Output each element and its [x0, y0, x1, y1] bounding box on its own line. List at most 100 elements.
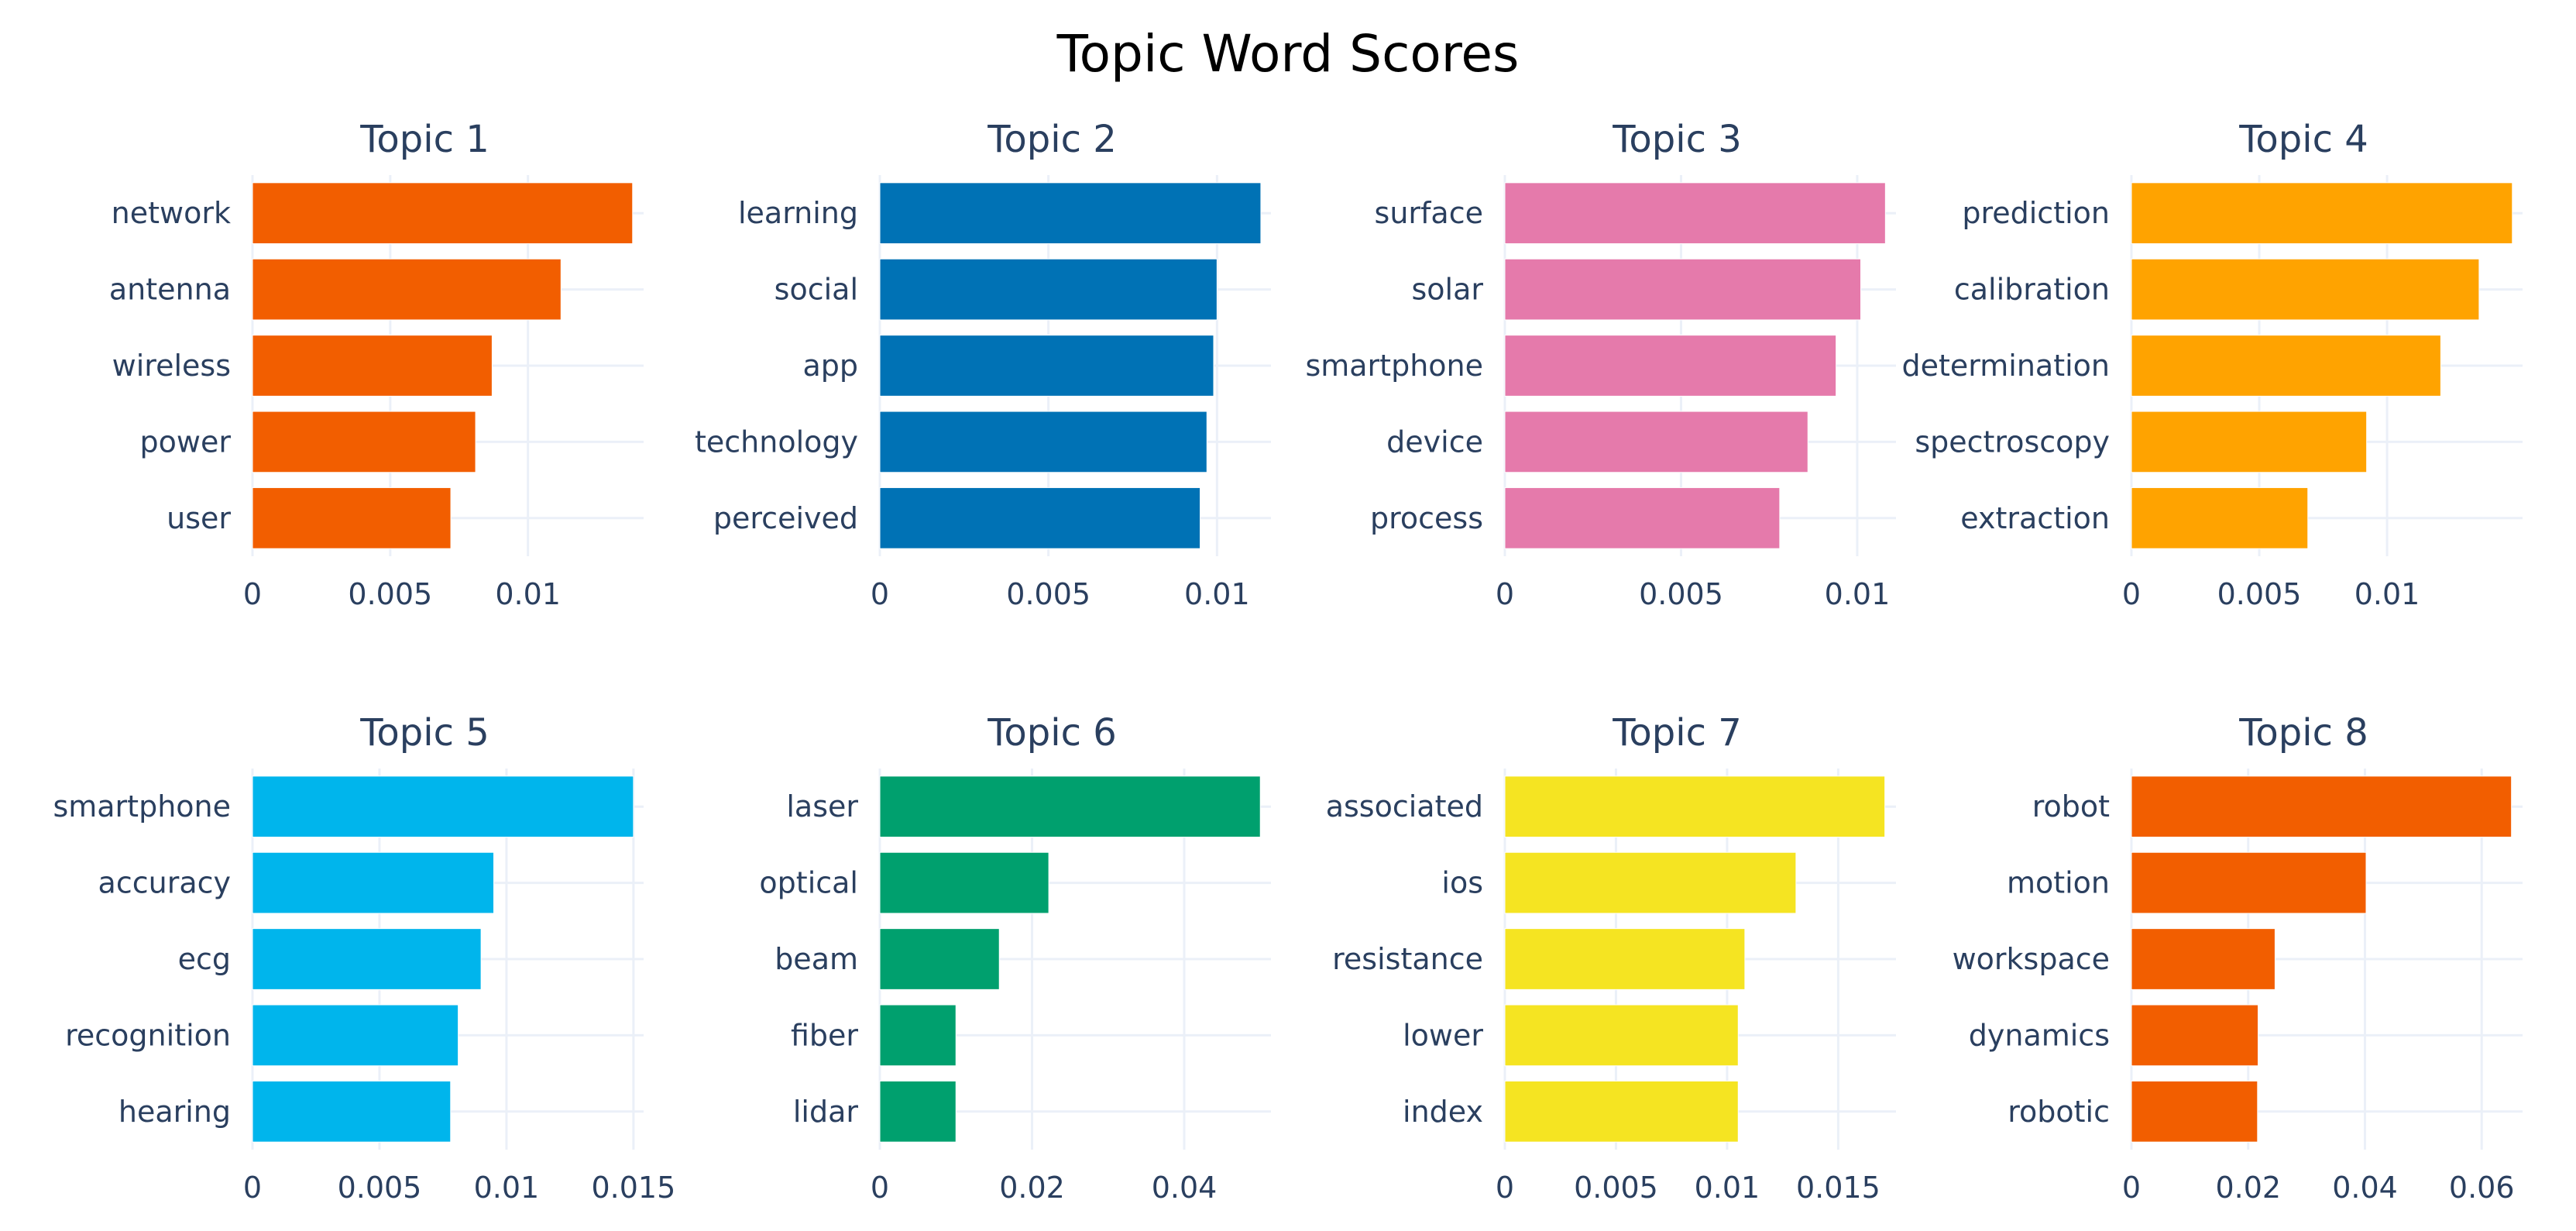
bar-robot	[2131, 775, 2512, 838]
y-category-label: accuracy	[98, 866, 231, 900]
panel-title: Topic 4	[2238, 118, 2368, 161]
panel-topic-3: Topic 3 0 0.005 0.01 surface solar smartphone d…	[1305, 118, 1896, 611]
panel-title: Topic 2	[987, 118, 1117, 161]
x-tick-label: 0.015	[591, 1171, 675, 1205]
bar-power	[252, 411, 476, 473]
bar-dynamics	[2131, 1004, 2259, 1067]
panel-title: Topic 7	[1612, 711, 1742, 755]
y-category-label: robotic	[2008, 1095, 2110, 1129]
bar-network	[252, 182, 634, 245]
x-tick-label: 0.01	[495, 577, 561, 611]
y-category-label: smartphone	[1305, 349, 1483, 383]
x-tick-label: 0	[1496, 577, 1514, 611]
bar-surface	[1504, 182, 1886, 245]
panel-topic-5: Topic 5 0 0.005 0.01 0.015 smartphone accuracy…	[53, 711, 675, 1205]
y-category-label: surface	[1375, 196, 1483, 230]
x-tick-label: 0	[2122, 577, 2141, 611]
y-category-label: robot	[2032, 789, 2110, 824]
bar-hearing	[252, 1080, 452, 1143]
bar-app	[879, 335, 1214, 397]
y-category-label: user	[167, 501, 231, 535]
y-category-label: dynamics	[1969, 1018, 2110, 1052]
y-category-label: spectroscopy	[1915, 425, 2110, 459]
y-category-label: lidar	[793, 1095, 859, 1129]
y-category-label: social	[775, 273, 858, 307]
bar-robotic	[2131, 1080, 2258, 1143]
x-tick-label: 0.005	[348, 577, 432, 611]
panel-topic-6: Topic 6 0 0.02 0.04 laser optical beam fiber lid…	[759, 711, 1271, 1205]
bar-optical	[879, 851, 1049, 914]
x-tick-label: 0	[871, 1171, 889, 1205]
x-tick-label: 0.005	[1639, 577, 1723, 611]
x-tick-label: 0	[2122, 1171, 2141, 1205]
bar-ios	[1504, 851, 1797, 914]
y-category-label: fiber	[791, 1018, 858, 1052]
bar-accuracy	[252, 851, 495, 914]
panel-topic-4: Topic 4 0 0.005 0.01 prediction calibration de…	[1902, 118, 2523, 611]
bar-lower	[1504, 1004, 1739, 1067]
bar-calibration	[2131, 258, 2480, 321]
x-tick-label: 0.04	[2332, 1171, 2398, 1205]
y-category-label: resistance	[1332, 942, 1483, 976]
x-tick-label: 0.01	[2354, 577, 2420, 611]
bar-determination	[2131, 335, 2441, 397]
bar-smartphone	[1504, 335, 1837, 397]
bar-social	[879, 258, 1218, 321]
bar-associated	[1504, 775, 1886, 838]
y-category-label: technology	[695, 425, 858, 459]
y-category-label: perceived	[713, 501, 858, 535]
x-tick-label: 0.005	[1006, 577, 1091, 611]
x-tick-label: 0.02	[2215, 1171, 2281, 1205]
y-category-label: prediction	[1962, 196, 2110, 230]
x-tick-label: 0.01	[1184, 577, 1250, 611]
bar-beam	[879, 928, 1000, 990]
bar-antenna	[252, 258, 562, 321]
bar-perceived	[879, 487, 1201, 549]
x-tick-label: 0	[243, 577, 262, 611]
y-category-label: calibration	[1954, 273, 2110, 307]
x-tick-label: 0.005	[338, 1171, 422, 1205]
bar-user	[252, 487, 452, 549]
y-category-label: process	[1370, 501, 1483, 535]
bar-process	[1504, 487, 1781, 549]
x-tick-label: 0.005	[1574, 1171, 1658, 1205]
panel-title: Topic 5	[359, 711, 489, 755]
y-category-label: associated	[1326, 789, 1483, 824]
bar-smartphone	[252, 775, 634, 838]
bar-motion	[2131, 851, 2367, 914]
x-tick-label: 0	[871, 577, 889, 611]
y-category-label: laser	[786, 789, 858, 824]
bar-learning	[879, 182, 1262, 245]
panel-topic-8: Topic 8 0 0.02 0.04 0.06 robot motion workspace…	[1953, 711, 2523, 1205]
bar-technology	[879, 411, 1207, 473]
x-tick-label: 0	[1496, 1171, 1514, 1205]
y-category-label: determination	[1902, 349, 2110, 383]
x-tick-label: 0	[243, 1171, 262, 1205]
y-category-label: solar	[1411, 273, 1483, 307]
y-category-label: network	[112, 196, 231, 230]
panel-title: Topic 1	[359, 118, 489, 161]
bar-fiber	[879, 1004, 957, 1067]
bar-spectroscopy	[2131, 411, 2368, 473]
x-tick-label: 0.01	[1695, 1171, 1760, 1205]
bar-extraction	[2131, 487, 2309, 549]
bar-recognition	[252, 1004, 459, 1067]
chart-title: Topic Word Scores	[1056, 24, 1520, 84]
x-tick-label: 0.01	[1825, 577, 1891, 611]
y-category-label: ecg	[178, 942, 231, 976]
bar-prediction	[2131, 182, 2513, 245]
y-category-label: learning	[738, 196, 858, 230]
bar-solar	[1504, 258, 1862, 321]
x-tick-label: 0.015	[1796, 1171, 1880, 1205]
y-category-label: workspace	[1953, 942, 2110, 976]
y-category-label: lower	[1403, 1018, 1483, 1052]
x-tick-label: 0.02	[999, 1171, 1065, 1205]
y-category-label: smartphone	[53, 789, 231, 824]
bar-ecg	[252, 928, 482, 990]
y-category-label: motion	[2007, 866, 2110, 900]
panel-topic-2: Topic 2 0 0.005 0.01 learning social app techno…	[695, 118, 1271, 611]
bar-wireless	[252, 335, 493, 397]
bar-index	[1504, 1080, 1739, 1143]
x-tick-label: 0.01	[474, 1171, 540, 1205]
